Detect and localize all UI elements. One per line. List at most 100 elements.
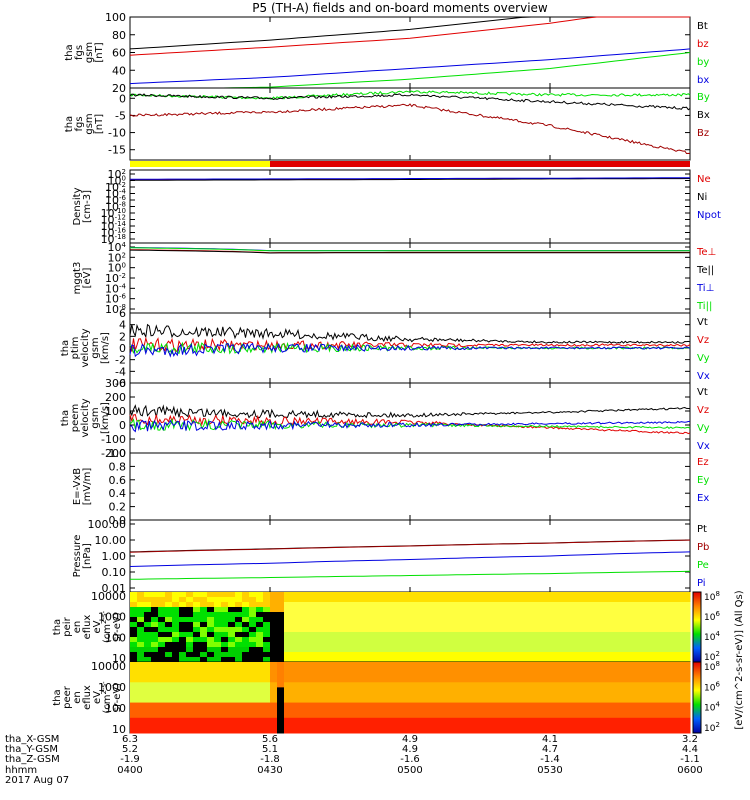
spectrogram-cell <box>585 637 593 643</box>
y-tick-label: 1.0 <box>109 447 127 460</box>
spectrogram-cell <box>137 692 145 698</box>
spectrogram-cell <box>256 702 264 709</box>
spectrogram-cell <box>389 667 397 673</box>
spectrogram-cell <box>298 682 306 688</box>
spectrogram-cell <box>158 632 166 638</box>
spectrogram-cell <box>277 597 285 603</box>
spectrogram-cell <box>431 597 439 603</box>
spectrogram-cell <box>557 592 565 598</box>
spectrogram-cell <box>585 612 593 618</box>
spectrogram-cell <box>571 652 579 658</box>
spectrogram-cell <box>144 592 152 598</box>
spectrogram-cell <box>641 722 649 729</box>
spectrogram-cell <box>291 707 299 714</box>
spectrogram-cell <box>515 657 523 663</box>
spectrogram-cell <box>641 707 649 714</box>
spectrogram-cell <box>487 692 495 698</box>
spectrogram-cell <box>340 602 348 608</box>
spectrogram-cell <box>242 682 250 688</box>
spectrogram-cell <box>522 687 530 693</box>
spectrogram-cell <box>305 717 313 724</box>
spectrogram-cell <box>522 692 530 698</box>
spectrogram-cell <box>186 617 194 623</box>
spectrogram-cell <box>151 627 159 633</box>
ylabel-line: velocity <box>80 398 91 437</box>
spectrogram-cell <box>396 622 404 628</box>
spectrogram-cell <box>543 697 551 704</box>
spectrogram-cell <box>249 607 257 613</box>
spectrogram-cell <box>319 647 327 653</box>
spectrogram-cell <box>389 692 397 698</box>
spectrogram-cell <box>571 602 579 608</box>
spectrogram-cell <box>375 627 383 633</box>
spectrogram-cell <box>333 702 341 709</box>
spectrogram-cell <box>599 697 607 704</box>
spectrogram-cell <box>242 712 250 719</box>
legend-bz: bz <box>697 39 709 50</box>
spectrogram-cell <box>256 697 264 704</box>
spectrogram-cell <box>543 682 551 688</box>
ylabel-line: en <box>72 621 83 634</box>
spectrogram-cell <box>585 597 593 603</box>
spectrogram-cell <box>214 642 222 648</box>
spectrogram-cell <box>326 687 334 693</box>
spectrogram-cell <box>613 687 621 693</box>
spectrogram-cell <box>361 707 369 714</box>
spectrogram-cell <box>438 662 446 668</box>
spectrogram-cell <box>298 662 306 668</box>
ylabel-line: velocity <box>80 328 91 367</box>
spectrogram-cell <box>410 687 418 693</box>
spectrogram-cell <box>312 617 320 623</box>
spectrogram-cell <box>158 637 166 643</box>
spectrogram-cell <box>494 597 502 603</box>
spectrogram-cell <box>613 602 621 608</box>
spectrogram-cell <box>438 672 446 678</box>
spectrogram-cell <box>592 602 600 608</box>
spectrogram-cell <box>438 657 446 663</box>
spectrogram-cell <box>515 612 523 618</box>
spectrogram-cell <box>634 692 642 698</box>
spectrogram-cell <box>410 712 418 719</box>
spectrogram-cell <box>578 617 586 623</box>
spectrogram-cell <box>606 627 614 633</box>
colorbar-tick-label: 108 <box>704 590 720 603</box>
spectrogram-cell <box>620 592 628 598</box>
spectrogram-cell <box>613 722 621 729</box>
spectrogram-cell <box>235 597 243 603</box>
spectrogram-cell <box>410 702 418 709</box>
spectrogram-cell <box>683 652 691 658</box>
spectrogram-cell <box>620 667 628 673</box>
spectrogram-cell <box>620 612 628 618</box>
spectrogram-cell <box>606 682 614 688</box>
spectrogram-cell <box>466 712 474 719</box>
spectrogram-cell <box>431 667 439 673</box>
spectrogram-cell <box>298 602 306 608</box>
spectrogram-cell <box>319 667 327 673</box>
spectrogram-cell <box>263 627 271 633</box>
spectrogram-cell <box>270 702 278 709</box>
spectrogram-cell <box>193 687 201 693</box>
spectrogram-cell <box>564 657 572 663</box>
spectrogram-cell <box>480 697 488 704</box>
spectrogram-cell <box>186 682 194 688</box>
spectrogram-cell <box>340 592 348 598</box>
y-tick-label: 0 <box>119 419 126 432</box>
spectrogram-cell <box>326 677 334 683</box>
spectrogram-cell <box>214 672 222 678</box>
spectrogram-cell <box>592 662 600 668</box>
spectrogram-cell <box>599 677 607 683</box>
spectrogram-cell <box>571 647 579 653</box>
spectrogram-cell <box>431 612 439 618</box>
spectrogram-cell <box>186 642 194 648</box>
spectrogram-cell <box>571 707 579 714</box>
spectrogram-cell <box>200 707 208 714</box>
spectrogram-cell <box>522 702 530 709</box>
spectrogram-cell <box>627 702 635 709</box>
spectrogram-cell <box>144 642 152 648</box>
spectrogram-cell <box>214 627 222 633</box>
spectrogram-cell <box>543 717 551 724</box>
spectrogram-cell <box>207 652 215 658</box>
spectrogram-cell <box>438 692 446 698</box>
spectrogram-cell <box>613 682 621 688</box>
spectrogram-cell <box>347 637 355 643</box>
